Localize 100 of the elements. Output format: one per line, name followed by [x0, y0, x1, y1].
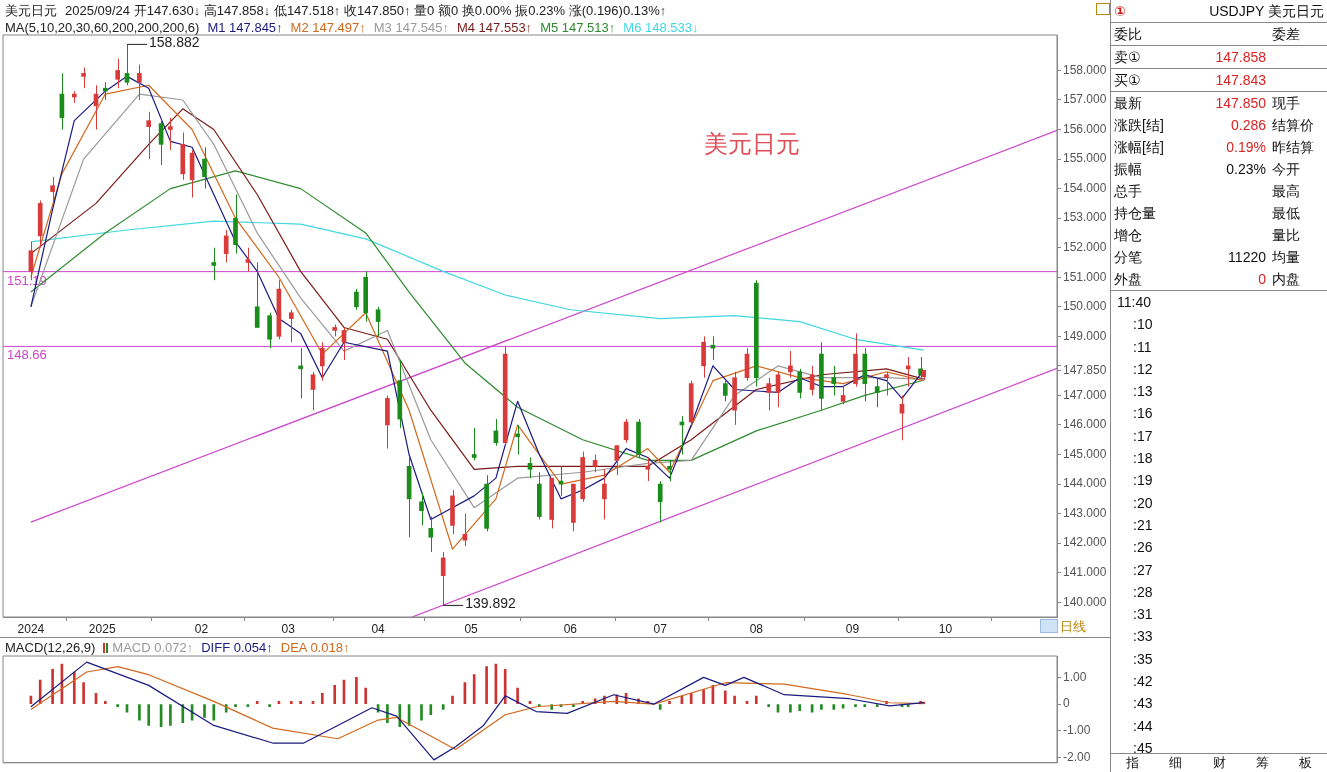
category-label: :27 — [1132, 560, 1154, 580]
text: 买① — [1114, 71, 1142, 90]
category-label: :13 — [1132, 382, 1154, 402]
annotation: 158.882 — [149, 34, 200, 51]
x-tick-label: 08 — [749, 621, 764, 636]
text: 147.850 — [1214, 94, 1267, 113]
text: ① — [1114, 2, 1127, 21]
category-label: :10 — [1132, 315, 1154, 335]
category-label: :21 — [1132, 515, 1154, 535]
y-tick-label: 157.000 — [1063, 92, 1107, 107]
category-label: :12 — [1132, 359, 1154, 379]
category-label: 11:40 — [1116, 293, 1152, 312]
text: 筹 — [1254, 754, 1270, 772]
category-label: :17 — [1132, 426, 1154, 446]
y-tick-label: 150.000 — [1063, 299, 1107, 314]
text: 量比 — [1272, 226, 1301, 245]
category-label: :42 — [1132, 672, 1154, 692]
text: 最高 — [1272, 182, 1301, 201]
category-label: :35 — [1132, 649, 1154, 669]
x-tick-label: 09 — [845, 621, 860, 636]
text: 涨跌[结] — [1114, 116, 1165, 135]
text: 板 — [1297, 754, 1313, 772]
text: 卖① — [1114, 48, 1142, 67]
category-label: :26 — [1132, 538, 1154, 558]
y-tick-label: 146.000 — [1063, 417, 1107, 432]
text: 外盘 — [1114, 270, 1143, 289]
chart-subtitle: 2025/09/24 开147.630↓ 高147.858↓ 低147.518↑ 收147.850↑ 量0 额0 换0.00% 振0.23% 涨(0.196)0.13%↑ — [65, 3, 667, 18]
y-tick-label: 142.000 — [1063, 535, 1107, 550]
text: 均量 — [1272, 248, 1301, 267]
category-label: :20 — [1132, 493, 1154, 513]
category-label: :43 — [1132, 694, 1154, 714]
text: 今开 — [1272, 160, 1301, 179]
text: 内盘 — [1272, 270, 1301, 289]
category-label: :33 — [1132, 627, 1154, 647]
text: 0.19% — [1225, 138, 1267, 157]
chart-title: 美元日元 — [5, 3, 57, 18]
x-tick-label: 2025 — [88, 621, 116, 636]
text: 昨结算 — [1272, 138, 1315, 157]
y-tick-label: 158.000 — [1063, 62, 1107, 77]
text: 总手 — [1114, 182, 1143, 201]
x-tick-label: 03 — [281, 621, 296, 636]
text: M6 148.533↓ — [623, 20, 699, 35]
text: 涨幅[结] — [1114, 138, 1165, 157]
category-label: :19 — [1132, 471, 1154, 491]
ref-line-label: 148.66 — [7, 347, 47, 363]
legend-title: MA(5,10,20,30,60,200,200,200,6) — [5, 20, 200, 35]
text: 最新 — [1114, 94, 1143, 113]
category-label: :45 — [1133, 739, 1153, 756]
y-tick-label: 153.000 — [1063, 210, 1107, 225]
category-label: :44 — [1132, 716, 1154, 736]
y-tick-label: 151.000 — [1063, 269, 1107, 284]
annotation: 139.892 — [465, 595, 517, 612]
x-tick-label: 05 — [464, 621, 479, 636]
text: M4 147.553↑ — [456, 20, 533, 35]
y-tick-label: -2.00 — [1063, 749, 1091, 764]
y-tick-label: 141.000 — [1063, 565, 1107, 579]
text: USDJPY 美元日元 — [1208, 2, 1324, 21]
text: 0.23% — [1225, 160, 1267, 179]
text: 最低 — [1272, 204, 1301, 223]
text: 振幅 — [1114, 160, 1143, 179]
text: 结算价 — [1272, 116, 1315, 135]
y-tick-label: 147.000 — [1063, 387, 1107, 402]
text: 147.843 — [1214, 71, 1267, 90]
legend-title: MACD(12,26,9) — [5, 640, 96, 655]
y-tick-label: 144.000 — [1063, 476, 1107, 491]
text: 11220 — [1227, 248, 1267, 267]
y-tick-label: 0 — [1063, 696, 1070, 711]
text: 增仓 — [1114, 226, 1143, 245]
text: M2 147.497↑ — [290, 20, 366, 35]
y-tick-label: 143.000 — [1063, 505, 1107, 520]
y-tick-label: 149.000 — [1063, 328, 1107, 343]
text: 财 — [1211, 754, 1227, 772]
x-tick-label: 04 — [371, 621, 386, 636]
text: 委比 — [1114, 25, 1143, 44]
x-tick-label: 2024 — [17, 621, 45, 636]
text: 持仓量 — [1114, 204, 1157, 223]
y-tick-label: 155.000 — [1063, 151, 1107, 166]
text: 细 — [1168, 754, 1184, 772]
text: DEA 0.018↑ — [280, 640, 350, 655]
text: DIFF 0.054↑ — [201, 640, 273, 655]
y-tick-label: 145.000 — [1063, 446, 1107, 461]
y-tick-label: 156.000 — [1063, 121, 1107, 136]
category-label: :18 — [1132, 449, 1154, 469]
text: 0 — [1257, 270, 1267, 289]
text: 日线 — [1060, 618, 1086, 636]
y-tick-label: -1.00 — [1063, 723, 1091, 738]
category-label: :28 — [1132, 582, 1154, 602]
legend-label: MACD 0.072↑ — [111, 640, 194, 655]
x-tick-label: 06 — [563, 621, 578, 636]
y-tick-label: 1.00 — [1063, 669, 1087, 684]
y-tick-label: 147.850 — [1063, 362, 1107, 377]
y-tick-label: 152.000 — [1063, 240, 1107, 255]
text: 147.858 — [1214, 48, 1267, 67]
y-tick-label: 154.000 — [1063, 180, 1107, 195]
annotation: 美元日元 — [703, 130, 800, 159]
text: 现手 — [1272, 94, 1301, 113]
x-tick-label: 02 — [194, 621, 209, 636]
text: 委差 — [1272, 25, 1301, 44]
category-label: :31 — [1132, 605, 1154, 625]
text: M3 147.545↑ — [373, 20, 449, 35]
